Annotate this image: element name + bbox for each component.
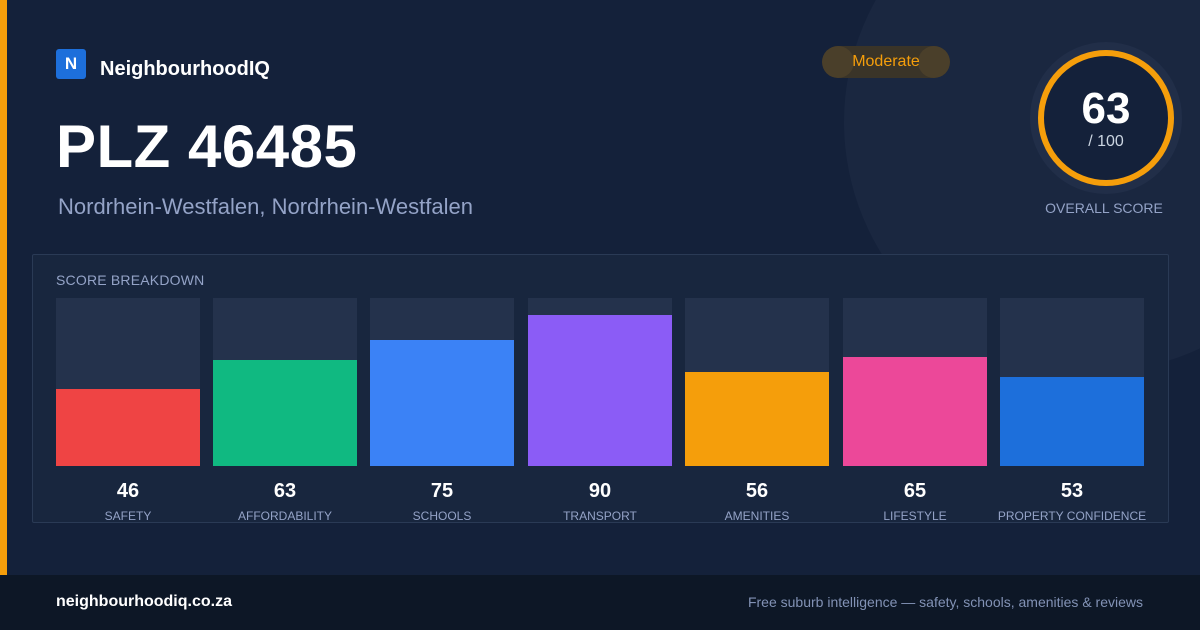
bar-label: PROPERTY CONFIDENCE: [997, 509, 1147, 523]
bar-label: AMENITIES: [724, 509, 790, 523]
footer-tagline: Free suburb intelligence — safety, schoo…: [747, 594, 1143, 610]
bar-label: SAFETY: [104, 509, 152, 523]
bar-value: 75: [430, 480, 454, 502]
bar-track: [528, 298, 672, 466]
bar-track: [685, 298, 829, 466]
bar-fill: [370, 340, 514, 466]
score-bar-property-confidence: 53 PROPERTY CONFIDENCE: [998, 298, 1146, 523]
score-bar-schools: 75 SCHOOLS: [370, 298, 514, 523]
bar-track: [1000, 298, 1144, 466]
bar-value: 63: [273, 480, 297, 502]
bar-fill: [685, 372, 829, 466]
bar-fill: [56, 389, 200, 466]
bar-value: 53: [1060, 480, 1084, 502]
bar-value: 65: [903, 480, 927, 502]
bar-label: AFFORDABILITY: [237, 509, 332, 523]
bar-fill: [1000, 377, 1144, 466]
bar-value: 90: [588, 480, 612, 502]
bar-fill: [843, 357, 987, 466]
brand[interactable]: N NeighbourhoodIQ: [56, 46, 270, 81]
score-breakdown-title: SCORE BREAKDOWN: [56, 272, 205, 288]
score-bar-transport: 90 TRANSPORT: [528, 298, 672, 523]
bar-track: [213, 298, 357, 466]
overall-score-caption: OVERALL SCORE: [1045, 200, 1163, 216]
brand-name: NeighbourhoodIQ: [100, 58, 270, 80]
bar-fill: [213, 360, 357, 466]
footer: [0, 575, 1200, 630]
location-subtitle: Nordrhein-Westfalen, Nordrhein-Westfalen: [58, 194, 473, 219]
overall-score-max: / 100: [1088, 133, 1124, 150]
bar-track: [843, 298, 987, 466]
rating-badge-label: Moderate: [852, 53, 920, 70]
bar-track: [370, 298, 514, 466]
page-title: PLZ 46485: [56, 113, 358, 180]
bar-value: 56: [745, 480, 769, 502]
bar-label: TRANSPORT: [563, 509, 637, 523]
brand-logo-icon: N: [56, 48, 86, 79]
footer-site-link[interactable]: neighbourhoodiq.co.za: [56, 593, 232, 610]
bar-label: LIFESTYLE: [883, 509, 947, 523]
overall-score-ring: [1038, 50, 1174, 186]
bar-fill: [528, 315, 672, 466]
score-bar-safety: 46 SAFETY: [56, 298, 200, 523]
bar-label: SCHOOLS: [412, 509, 472, 523]
score-bar-affordability: 63 AFFORDABILITY: [213, 298, 357, 523]
accent-stripe: [0, 0, 7, 575]
bar-value: 46: [116, 480, 140, 502]
rating-badge: Moderate: [822, 46, 950, 78]
overall-score-value: 63: [1081, 84, 1131, 133]
score-bar-amenities: 56 AMENITIES: [685, 298, 829, 523]
score-bar-lifestyle: 65 LIFESTYLE: [843, 298, 987, 523]
bar-track: [56, 298, 200, 466]
